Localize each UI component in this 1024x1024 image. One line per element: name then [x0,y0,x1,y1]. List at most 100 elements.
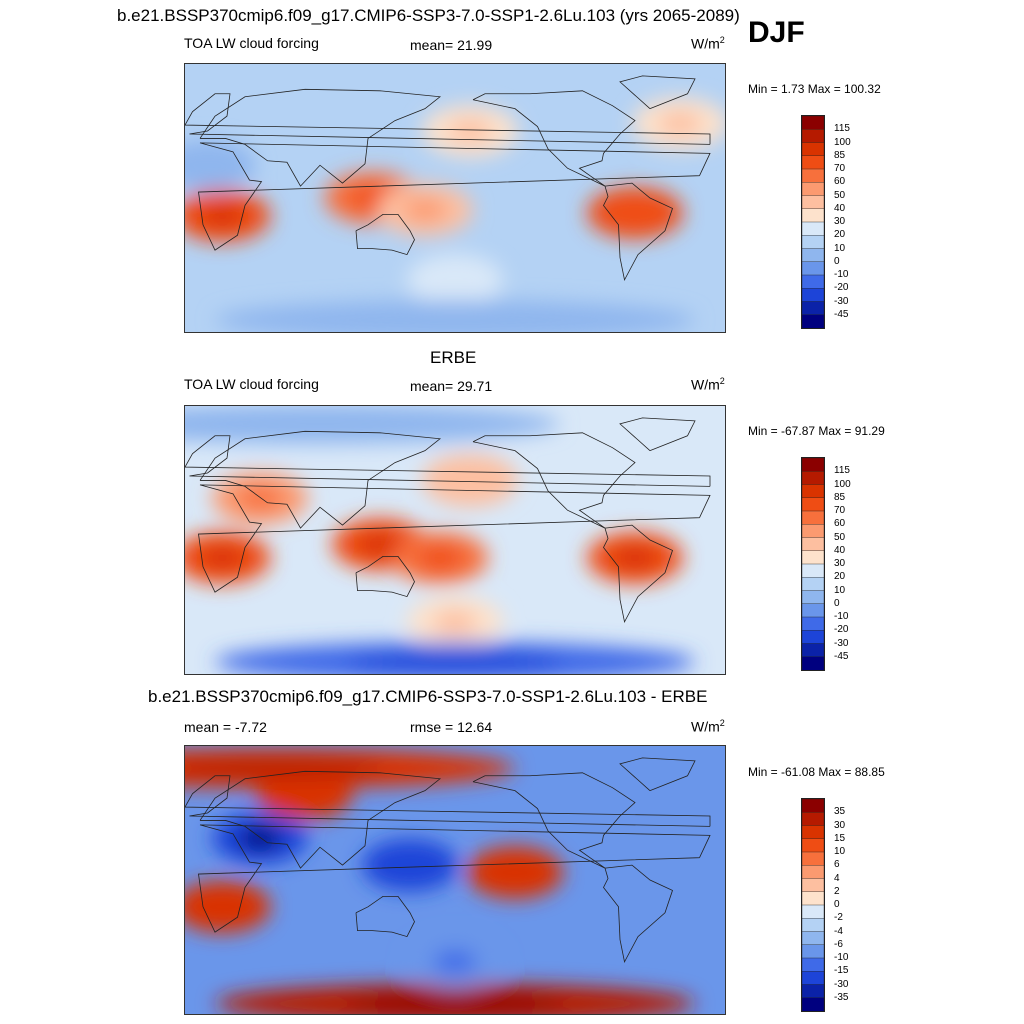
colorbar-tick-label: 10 [834,242,846,254]
colorbar-swatch [802,918,824,933]
colorbar-tick-label: 50 [834,531,846,543]
coastline [603,524,673,624]
coastline [603,864,673,964]
panel1-colorbar [801,115,825,329]
colorbar-swatch [802,590,824,605]
colorbar-swatch [802,471,824,486]
colorbar-tick-label: 50 [834,189,846,201]
panel2-title: ERBE [430,348,477,367]
colorbar-tick-label: -10 [834,269,849,280]
colorbar-tick-label: -30 [834,295,849,307]
coastline [198,824,711,933]
colorbar-swatch [802,904,824,919]
colorbar-swatch [802,261,824,276]
colorbar-tick-label: 20 [834,229,846,241]
colorbar-tick-label: -30 [834,978,849,990]
colorbar-swatch [802,288,824,303]
colorbar-tick-label: 115 [834,465,850,477]
colorbar-swatch [802,524,824,539]
colorbar-tick-label: 30 [834,819,846,831]
colorbar-swatch [802,537,824,552]
panel3-colorbar [801,798,825,1012]
colorbar-swatch [802,248,824,263]
colorbar-tick-label: -10 [834,611,849,622]
colorbar-swatch [802,221,824,236]
colorbar-svg [802,458,824,670]
map-feature-core [347,311,563,330]
colorbar-swatch [802,129,824,144]
colorbar-tick-label: -35 [834,991,849,1003]
map-feature-core [347,653,563,672]
colorbar-swatch [802,577,824,592]
map-feature-core [185,759,383,778]
map-feature-core [418,546,462,570]
colorbar-swatch [802,931,824,946]
colorbar-tick-label: 100 [834,136,851,148]
panel2-minmax: Min = -67.87 Max = 91.29 [748,424,885,438]
colorbar-tick-label: -45 [834,650,849,662]
coastline [619,757,696,792]
colorbar-tick-label: 70 [834,505,846,516]
colorbar-tick-label: -30 [834,637,849,649]
colorbar-tick-label: 0 [834,255,840,267]
colorbar-tick-label: 30 [834,216,846,227]
colorbar-tick-label: -20 [834,282,849,294]
map-feature-core [493,860,537,885]
colorbar-swatch [802,851,824,866]
colorbar-tick-label: 6 [834,859,840,871]
colorbar-swatch [802,944,824,959]
colorbar-tick-label: 60 [834,176,846,188]
coastline [198,142,711,251]
colorbar-tick-label: 0 [834,899,840,910]
colorbar-tick-label: -20 [834,624,849,636]
coastline [355,213,415,256]
panel2-mean-label: mean= 29.71 [410,378,493,394]
coastline [199,88,442,187]
colorbar-swatch [802,630,824,645]
main-title: b.e21.BSSP370cmip6.f09_g17.CMIP6-SSP3-7.… [117,6,740,25]
colorbar-swatch [802,235,824,250]
coastline [199,430,442,529]
colorbar-svg [802,799,824,1011]
colorbar-tick-label: 4 [834,872,840,884]
colorbar-swatch [802,195,824,210]
colorbar-tick-label: 115 [834,123,850,135]
coastline [603,182,673,282]
map-svg [185,746,725,1014]
colorbar-tick-label: -4 [834,925,843,937]
colorbar-tick-label: -15 [834,965,849,977]
panel2-map [184,405,726,675]
colorbar-swatch [802,116,824,130]
panel1-units-label: W/m2 [691,35,725,52]
colorbar-tick-label: -6 [834,938,843,950]
map-feature-core [185,153,230,177]
map-feature-core [200,895,245,919]
map-feature-core [433,268,477,292]
colorbar-swatch [802,182,824,197]
colorbar-tick-label: 15 [834,832,846,844]
colorbar-tick-label: 85 [834,491,846,503]
colorbar-swatch [802,971,824,986]
colorbar-swatch [802,274,824,289]
map-feature-core [613,546,657,570]
colorbar-swatch [802,643,824,658]
map-feature-core [238,826,282,851]
map-feature-core [658,111,702,136]
colorbar-swatch [802,550,824,565]
coastline [472,432,636,529]
map-feature-core [613,201,657,225]
map-feature-core [448,468,492,493]
colorbar-swatch [802,510,824,525]
panel3-units-label: W/m2 [691,718,725,735]
colorbar-tick-label: 70 [834,163,846,174]
colorbar-tick-label: 40 [834,202,846,214]
colorbar-tick-label: 10 [834,584,846,596]
map-feature-core [403,198,447,222]
map-feature-core [238,486,282,511]
colorbar-swatch [802,838,824,853]
colorbar-swatch [802,301,824,316]
colorbar-swatch [802,997,824,1011]
colorbar-tick-label: 0 [834,597,840,609]
colorbar-swatch [802,603,824,618]
panel2-colorbar [801,457,825,671]
